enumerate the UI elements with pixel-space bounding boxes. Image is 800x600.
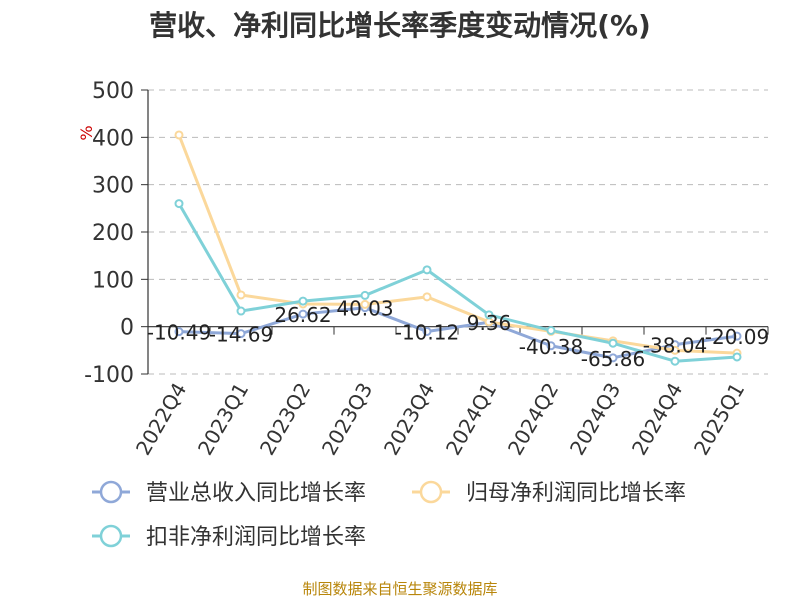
x-tick-label: 2022Q4 <box>131 379 191 460</box>
data-point <box>236 306 246 316</box>
data-point <box>298 309 308 319</box>
data-label: -40.38 <box>519 335 583 359</box>
data-point <box>670 356 680 366</box>
y-tick-label: 400 <box>92 126 134 151</box>
y-tick-label: 500 <box>92 79 134 104</box>
data-point <box>422 292 432 302</box>
data-point <box>546 341 556 351</box>
data-point <box>546 325 556 335</box>
data-point <box>732 352 742 362</box>
data-point <box>484 310 494 320</box>
data-point <box>236 329 246 339</box>
y-unit-label: % <box>77 125 96 140</box>
x-tick-label: 2023Q2 <box>255 379 315 460</box>
data-label: -38.04 <box>643 334 707 358</box>
x-tick-label: 2025Q1 <box>689 379 749 460</box>
grid-lines <box>148 89 768 375</box>
x-tick-label: 2023Q1 <box>193 379 253 460</box>
data-point <box>174 327 184 337</box>
data-point <box>174 199 184 209</box>
legend-marker <box>99 524 123 548</box>
data-label: -10.12 <box>395 320 459 344</box>
data-point <box>608 338 618 348</box>
y-tick-label: 300 <box>92 174 134 199</box>
data-point <box>670 345 680 355</box>
data-point <box>360 299 370 309</box>
y-tick-label: 0 <box>120 316 134 341</box>
legend-label: 营业总收入同比增长率 <box>146 481 366 506</box>
series-line <box>177 202 738 363</box>
y-tick-label: 200 <box>92 221 134 246</box>
data-point <box>360 290 370 300</box>
data-label: -10.49 <box>147 321 211 345</box>
data-point <box>608 353 618 363</box>
data-label: -65.86 <box>581 347 645 371</box>
x-tick-label: 2024Q1 <box>441 379 501 460</box>
data-point <box>732 331 742 341</box>
data-point <box>298 296 308 306</box>
y-tick-label: 100 <box>92 268 134 293</box>
x-tick-label: 2024Q2 <box>503 379 563 460</box>
series-line <box>177 134 738 355</box>
chart-title: 营收、净利同比增长率季度变动情况(%) <box>149 9 651 42</box>
data-label: 9.36 <box>467 311 512 335</box>
data-point <box>422 326 432 336</box>
data-point <box>422 265 432 275</box>
data-source-note: 制图数据来自恒生聚源数据库 <box>302 580 498 598</box>
x-tick-label: 2023Q3 <box>317 379 377 460</box>
x-tick-label: 2023Q4 <box>379 379 439 460</box>
x-tick-label: 2024Q4 <box>627 379 687 460</box>
data-point <box>174 130 184 140</box>
legend-marker <box>419 480 443 504</box>
data-label: 40.03 <box>336 297 393 321</box>
legend-label: 扣非净利润同比增长率 <box>146 525 366 550</box>
series-lines <box>174 130 742 366</box>
data-point <box>236 290 246 300</box>
data-label: 26.62 <box>274 303 331 327</box>
data-label: -20.09 <box>705 325 769 349</box>
data-label: -14.69 <box>209 323 273 347</box>
x-tick-label: 2024Q3 <box>565 379 625 460</box>
legend-marker <box>99 480 123 504</box>
y-tick-label: -100 <box>84 363 134 388</box>
legend-label: 归母净利润同比增长率 <box>466 481 686 506</box>
